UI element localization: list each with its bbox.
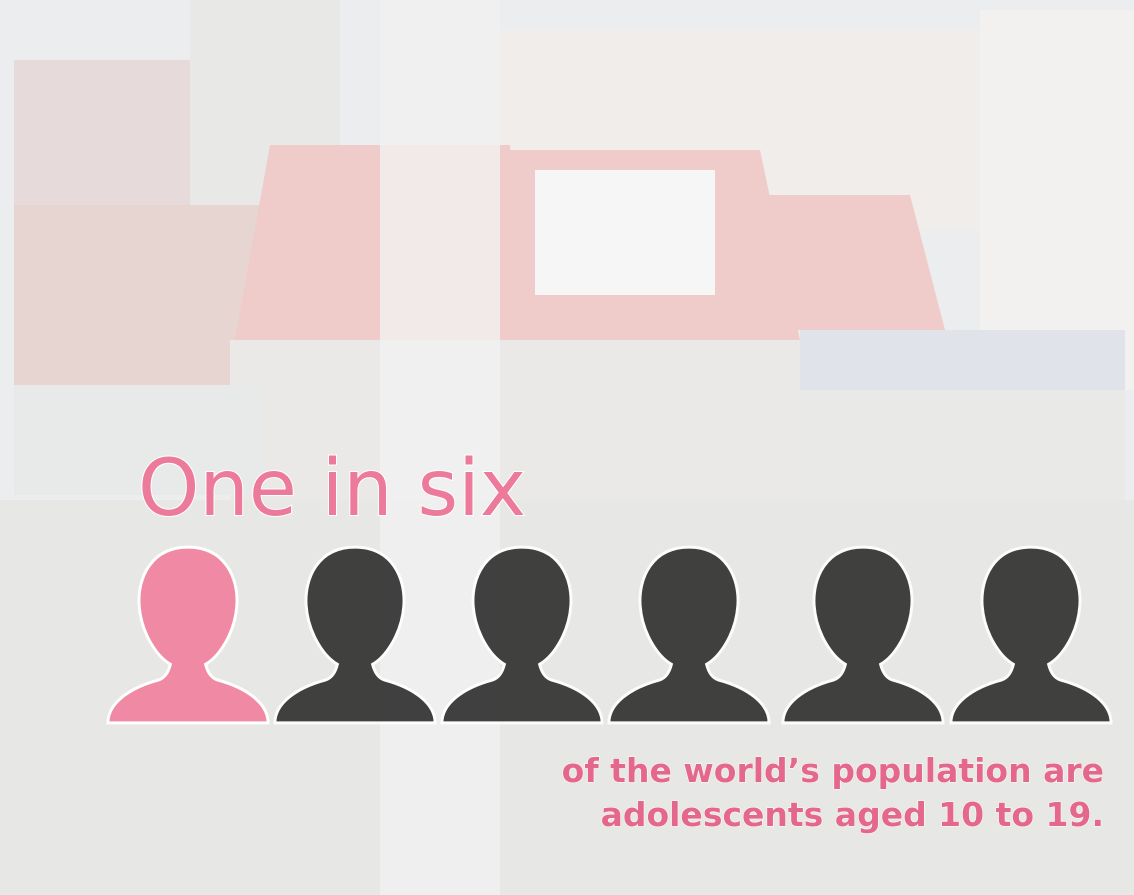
infographic: One in six of the world’s population are… xyxy=(0,0,1134,895)
caption-line: adolescents aged 10 to 19. xyxy=(601,795,1104,834)
headline: One in six xyxy=(138,444,526,534)
caption-line: of the world’s population are xyxy=(562,751,1104,790)
page: {"headline": "One in six", "caption": {"… xyxy=(0,0,1134,895)
